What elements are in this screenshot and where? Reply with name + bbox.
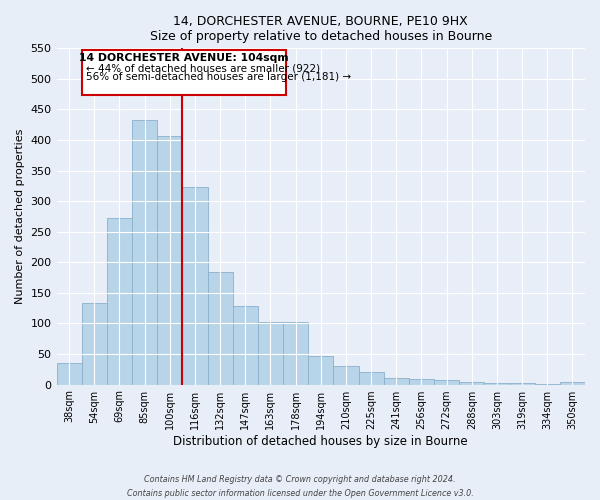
Bar	[334, 366, 359, 384]
Bar	[383, 378, 409, 384]
Bar	[308, 356, 334, 384]
Bar	[132, 120, 157, 384]
Text: ← 44% of detached houses are smaller (922): ← 44% of detached houses are smaller (92…	[86, 63, 320, 73]
Bar	[484, 382, 509, 384]
Title: 14, DORCHESTER AVENUE, BOURNE, PE10 9HX
Size of property relative to detached ho: 14, DORCHESTER AVENUE, BOURNE, PE10 9HX …	[149, 15, 492, 43]
Y-axis label: Number of detached properties: Number of detached properties	[15, 129, 25, 304]
Bar	[233, 306, 258, 384]
Text: 14 DORCHESTER AVENUE: 104sqm: 14 DORCHESTER AVENUE: 104sqm	[79, 53, 289, 63]
Text: Contains HM Land Registry data © Crown copyright and database right 2024.
Contai: Contains HM Land Registry data © Crown c…	[127, 476, 473, 498]
Bar	[459, 382, 484, 384]
Bar	[560, 382, 585, 384]
Bar	[182, 187, 208, 384]
Bar	[208, 272, 233, 384]
Bar	[434, 380, 459, 384]
Bar	[409, 379, 434, 384]
FancyBboxPatch shape	[82, 50, 286, 96]
Bar	[107, 218, 132, 384]
Bar	[283, 322, 308, 384]
Bar	[359, 372, 383, 384]
X-axis label: Distribution of detached houses by size in Bourne: Distribution of detached houses by size …	[173, 434, 468, 448]
Bar	[157, 136, 182, 384]
Bar	[258, 322, 283, 384]
Bar	[56, 363, 82, 384]
Text: 56% of semi-detached houses are larger (1,181) →: 56% of semi-detached houses are larger (…	[86, 72, 351, 82]
Bar	[82, 304, 107, 384]
